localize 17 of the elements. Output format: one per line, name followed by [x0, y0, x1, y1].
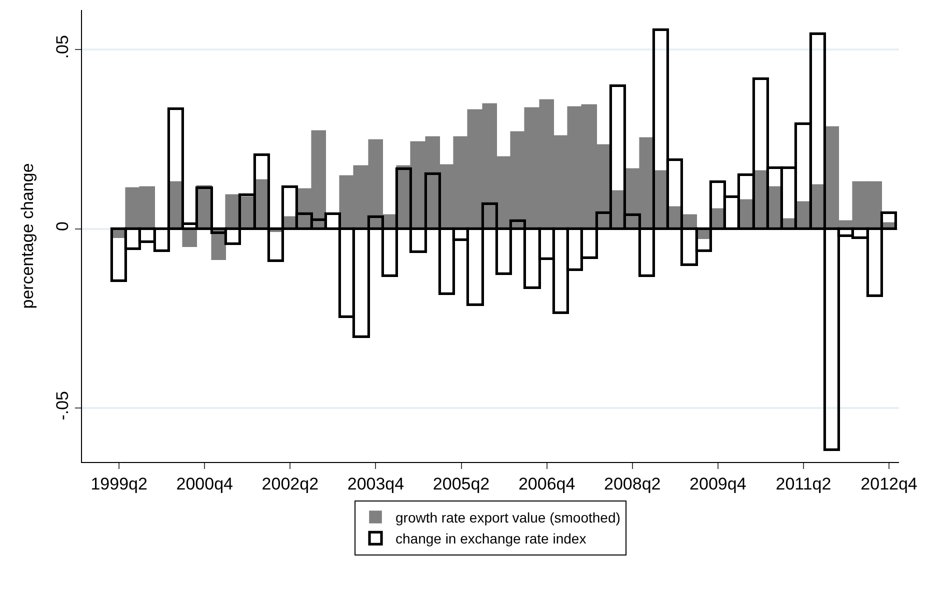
x-tick-label: 2008q2 — [604, 474, 661, 494]
x-tick-label: 2005q2 — [432, 474, 490, 494]
y-tick-label: -.05 — [53, 390, 72, 420]
x-tick-label: 2012q4 — [860, 474, 918, 494]
legend-label: growth rate export value (smoothed) — [396, 509, 620, 526]
y-tick-label: 0 — [53, 222, 72, 232]
x-tick-label: 2000q4 — [176, 474, 233, 494]
x-tick-label: 2002q2 — [262, 474, 319, 494]
x-tick-label: 2006q4 — [518, 474, 576, 494]
legend-label: change in exchange rate index — [396, 530, 586, 547]
y-axis-title: percentage change — [18, 163, 37, 309]
bar — [182, 228, 197, 247]
x-tick-label: 2003q4 — [347, 474, 404, 494]
y-tick-label: .05 — [53, 35, 72, 59]
x-tick-label: 2011q2 — [776, 474, 832, 494]
x-tick-label: 2009q4 — [690, 474, 746, 494]
x-tick-label: 1999q2 — [90, 474, 148, 494]
